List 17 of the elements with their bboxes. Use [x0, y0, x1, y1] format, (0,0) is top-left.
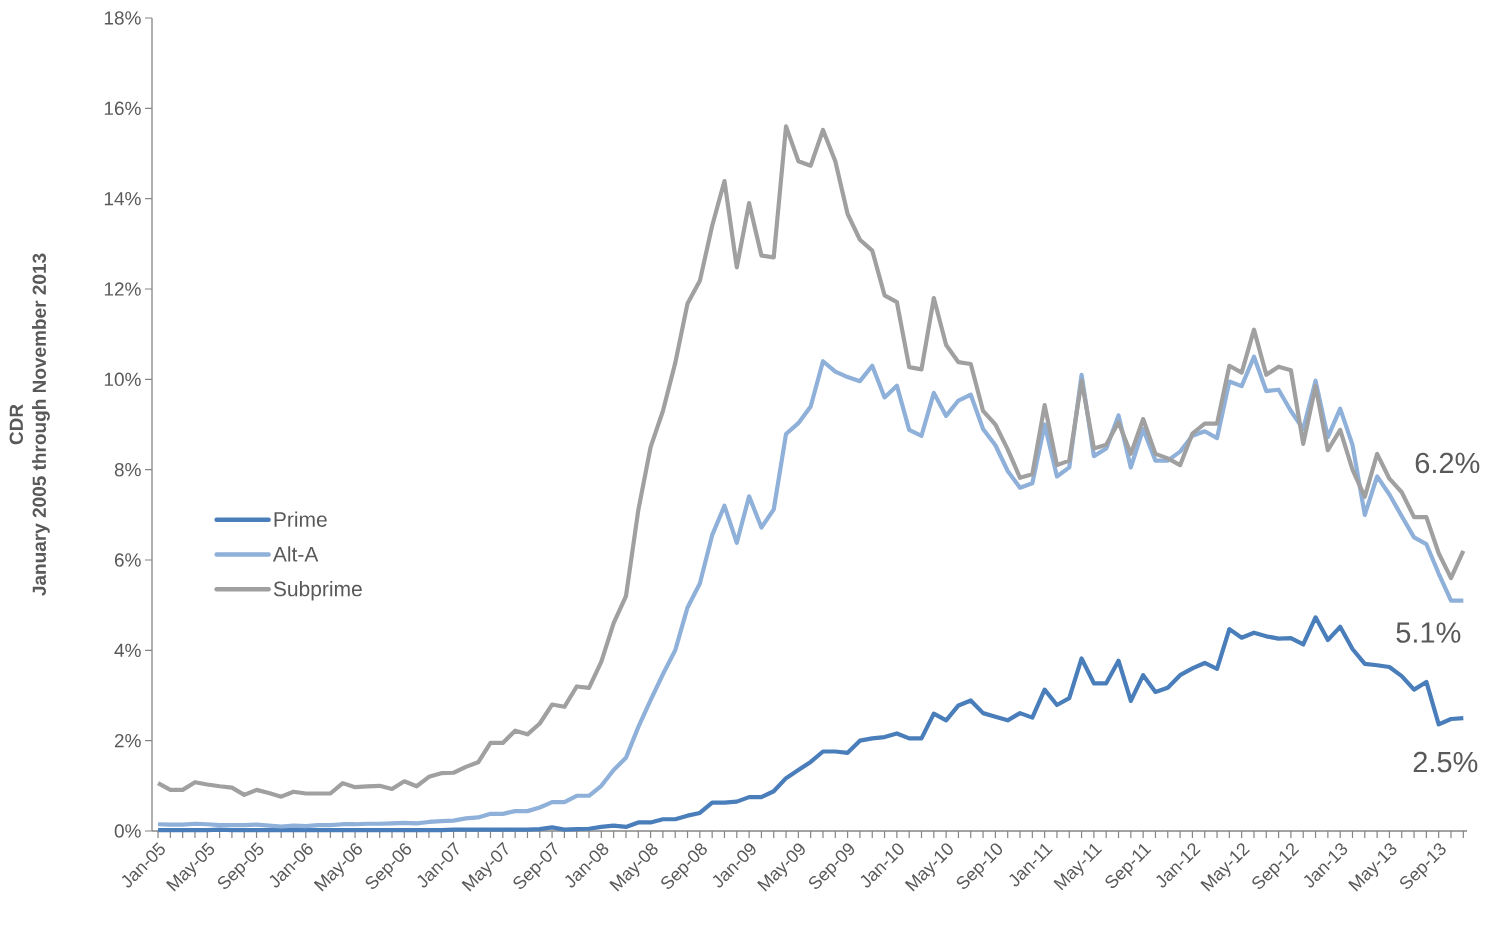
y-tick-label: 8%	[114, 462, 141, 477]
y-tick-label: 18%	[104, 11, 141, 25]
y-tick-label: 2%	[114, 733, 141, 748]
annotation: 5.1%	[1396, 622, 1461, 643]
y-tick-label: 12%	[104, 282, 141, 296]
y-tick-label: 6%	[114, 553, 141, 567]
y-tick-label: 4%	[114, 643, 141, 657]
y-tick-label: 10%	[104, 372, 141, 387]
y-axis-title: CDR January 2005 through November 2013	[9, 253, 50, 596]
y-tick-label: 0%	[114, 824, 141, 838]
annotation: 6.2%	[1415, 452, 1480, 474]
y-tick-label: 14%	[104, 192, 141, 206]
legend-label: Alt-A	[272, 546, 319, 562]
legend-label: Subprime	[273, 580, 362, 601]
legend-label: Prime	[274, 511, 327, 527]
annotation: 2.5%	[1413, 751, 1478, 773]
y-tick-label: 16%	[104, 101, 141, 116]
